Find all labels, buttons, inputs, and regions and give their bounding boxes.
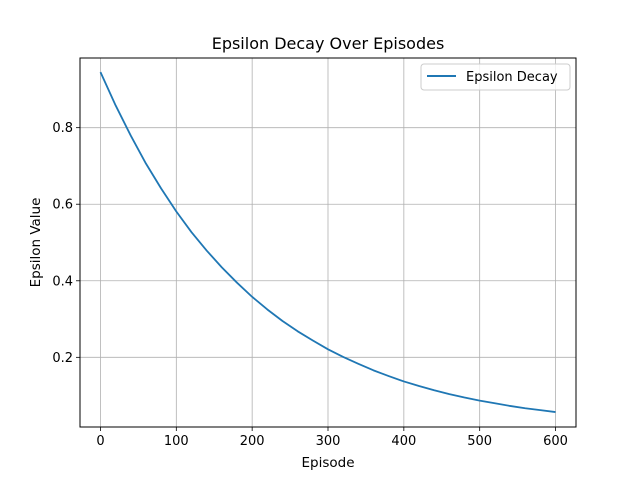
y-tick-label: 0.6 [52, 198, 73, 213]
x-axis-label: Episode [301, 455, 354, 471]
x-tick-label: 200 [240, 434, 265, 449]
chart-title: Epsilon Decay Over Episodes [212, 34, 445, 53]
legend-label: Epsilon Decay [466, 70, 558, 85]
x-tick-label: 100 [164, 434, 189, 449]
x-tick-label: 300 [316, 434, 341, 449]
axis-ticks: 0 100 200 300 400 500 600 0.2 0.4 0.6 0.8 [52, 121, 568, 449]
legend-box [420, 63, 571, 91]
series-layer [99, 71, 556, 413]
grid-lines [80, 58, 576, 427]
x-tick-label: 400 [391, 434, 416, 449]
y-tick-label: 0.4 [52, 274, 73, 289]
legend: Epsilon Decay [420, 63, 571, 91]
y-axis-label: Epsilon Value [28, 198, 44, 288]
x-tick-label: 500 [467, 434, 492, 449]
y-tick-label: 0.8 [52, 121, 73, 136]
x-tick-label: 600 [543, 434, 568, 449]
y-tick-label: 0.2 [52, 351, 73, 366]
series-line-epsilon-decay [99, 71, 556, 413]
x-tick-label: 0 [96, 434, 104, 449]
